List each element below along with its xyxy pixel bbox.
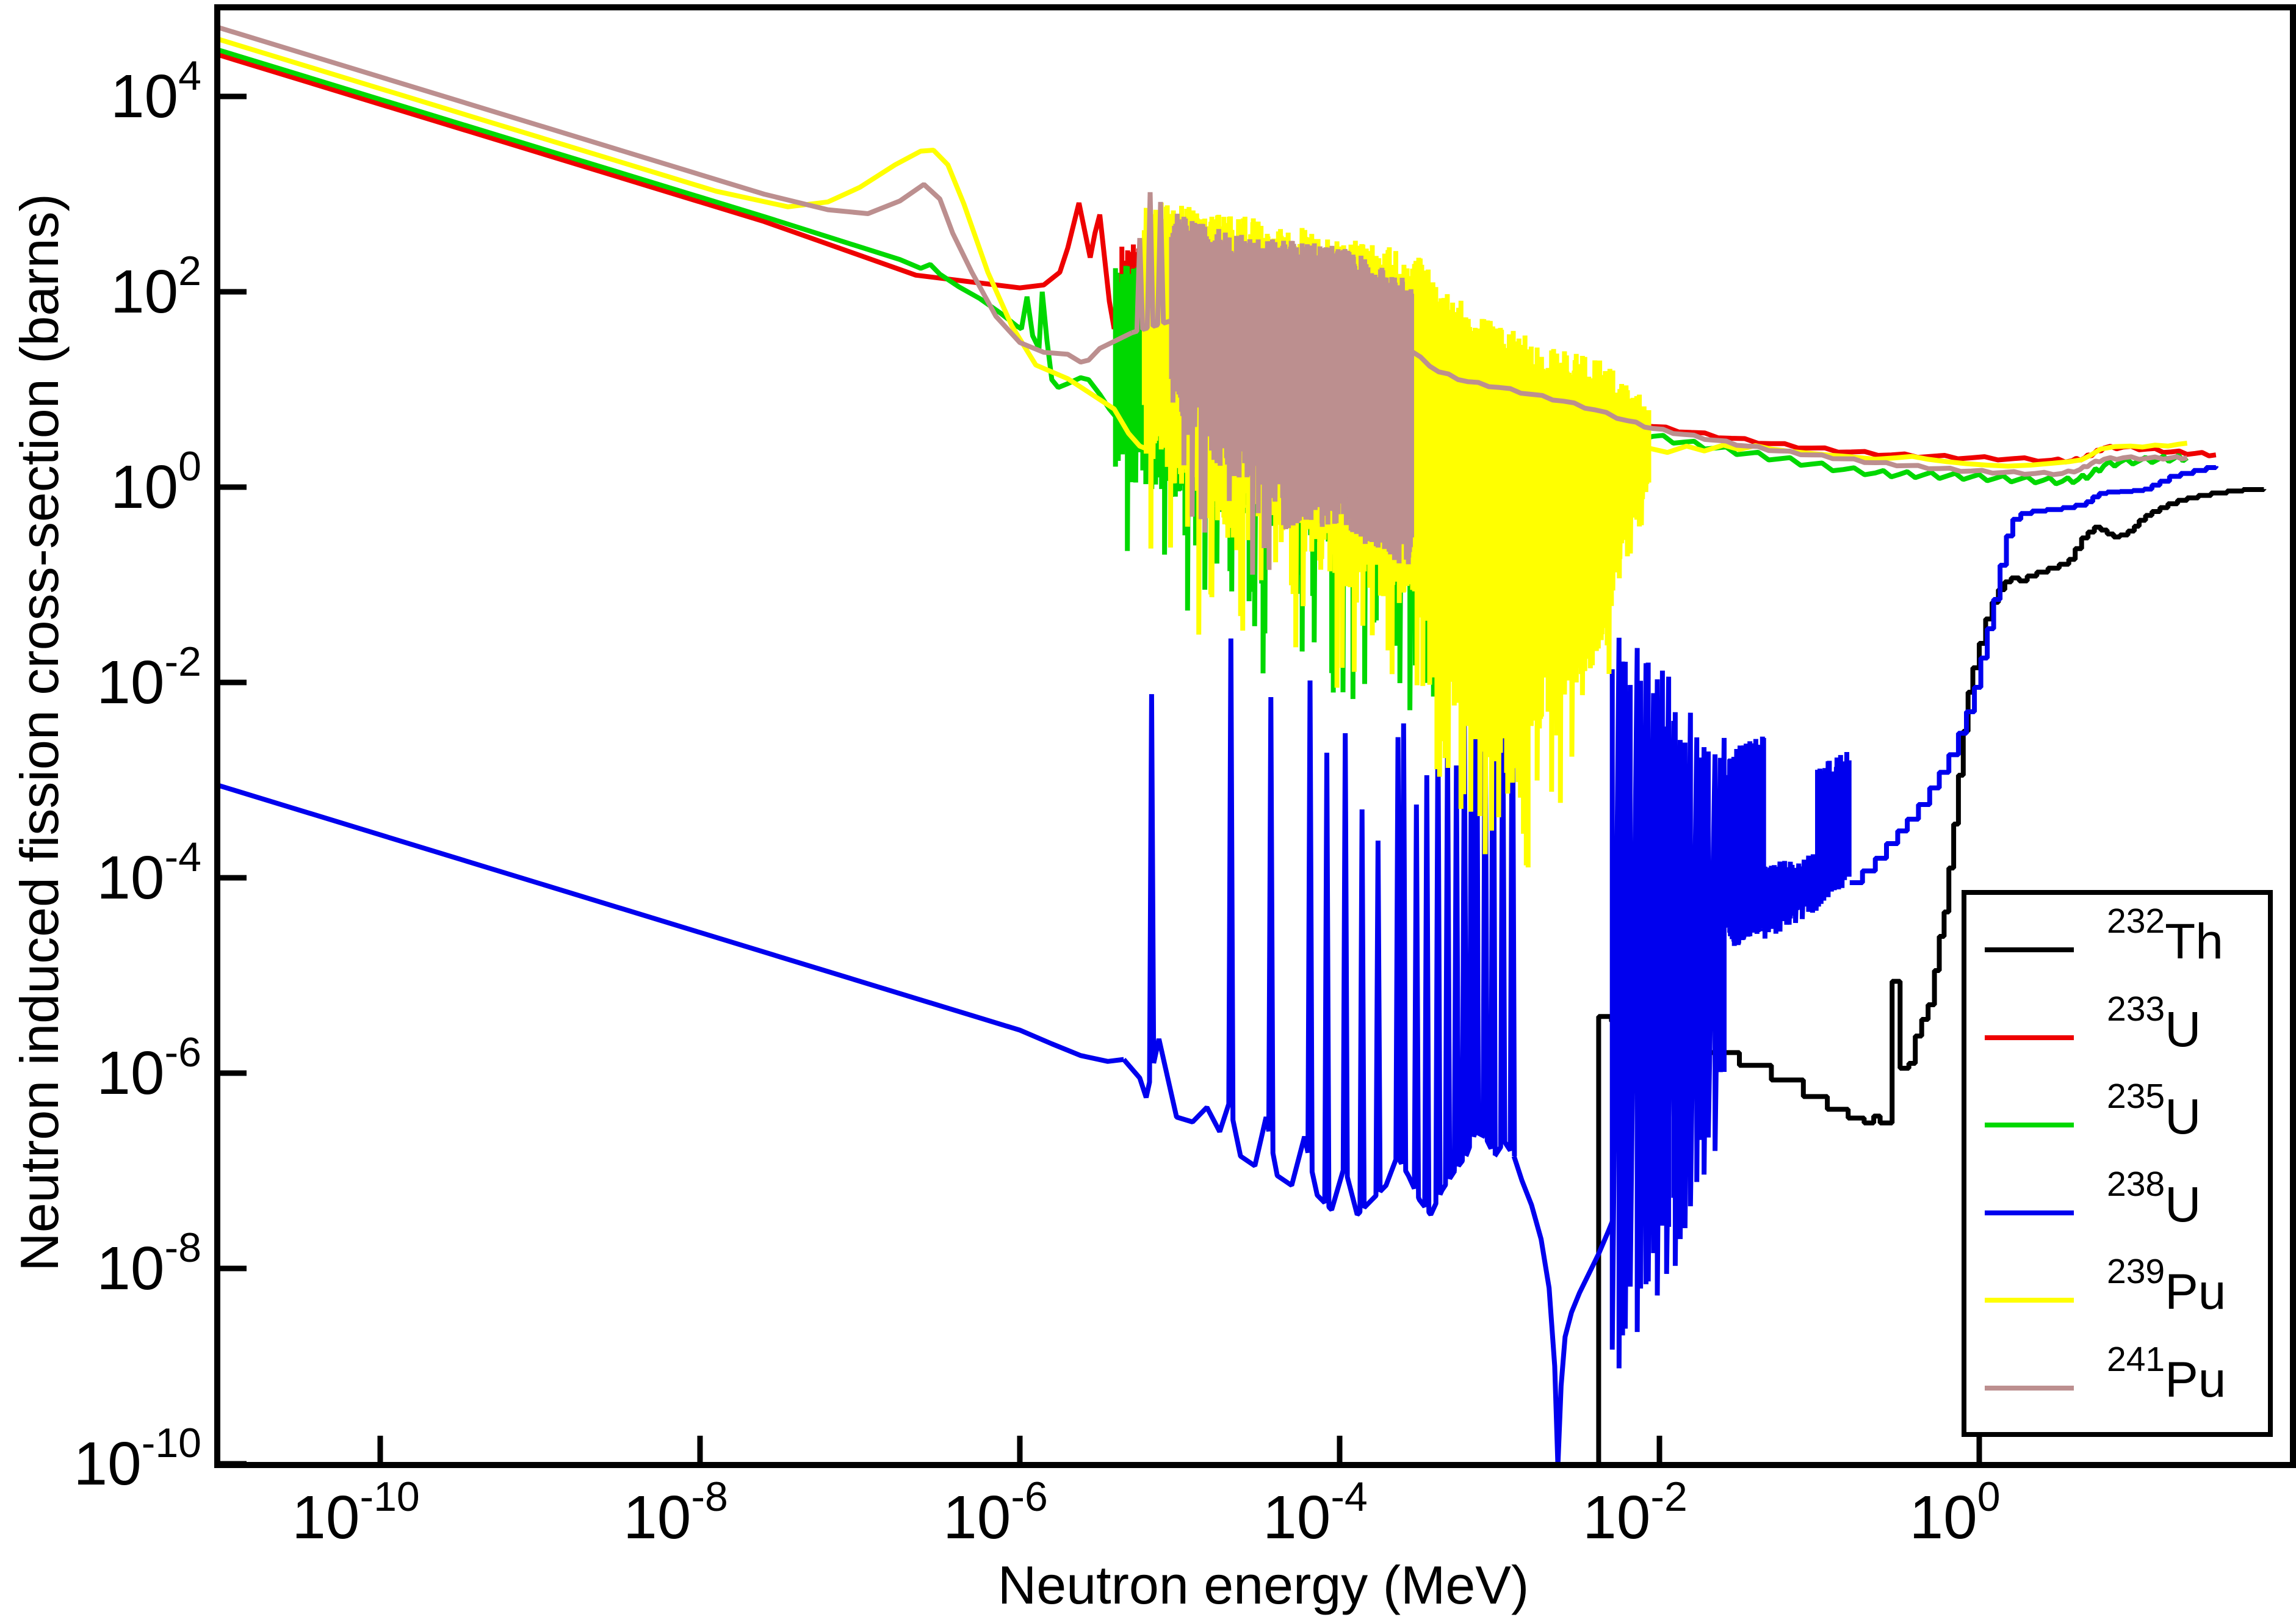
curve-segment-238U <box>218 783 1124 1064</box>
curve-segment-238U <box>1725 736 1766 946</box>
x-tick-label: 10-2 <box>1583 1474 1688 1552</box>
curve-segment-238U <box>1849 465 2218 885</box>
curve-segment-238U <box>1122 528 1517 1217</box>
curve-segment-241Pu <box>1217 232 1287 575</box>
x-tick-label: 10-4 <box>1263 1474 1368 1552</box>
y-tick-label: 102 <box>110 248 201 326</box>
curve-segment-238U <box>1609 637 1672 1369</box>
curve-segment-239Pu <box>1525 346 1614 803</box>
x-tick-label: 10-6 <box>943 1474 1048 1552</box>
curve-segment-241Pu <box>1131 192 1171 336</box>
y-axis: 104 102 100 10-2 10-4 10-6 10-8 10-10 Neutron in… <box>9 52 247 1498</box>
legend-item-241Pu: 241Pu <box>1985 1340 2226 1408</box>
y-tick-label: 10-4 <box>96 834 201 912</box>
legend-item-233U: 233U <box>1985 989 2201 1057</box>
curve-segment-239Pu <box>1429 287 1531 867</box>
plot-frame <box>214 4 2296 1468</box>
legend-box <box>1962 890 2273 1437</box>
x-tick-label: 10-8 <box>623 1474 728 1552</box>
y-axis-title: Neutron induced fission cross-section (b… <box>9 194 70 1272</box>
legend-label: 241Pu <box>2107 1340 2226 1408</box>
curve-segment-241Pu <box>1345 251 1414 565</box>
legend: 232Th 233U 235U 238U 239Pu 241Pu <box>1962 890 2273 1437</box>
legend-label: 232Th <box>2107 902 2223 969</box>
x-tick-label: 100 <box>1909 1474 2000 1552</box>
y-tick-label: 10-8 <box>96 1225 201 1303</box>
legend-label: 238U <box>2107 1165 2201 1232</box>
legend-item-235U: 235U <box>1985 1077 2201 1145</box>
curve-segment-241Pu <box>1281 241 1351 529</box>
curve-segment-239Pu <box>1608 370 1652 591</box>
curve-segment-238U <box>1815 751 1852 907</box>
curve-segment-238U <box>1511 1155 1616 1464</box>
legend-item-238U: 238U <box>1985 1165 2201 1232</box>
x-tick-label: 10-10 <box>292 1474 420 1552</box>
curve-segment-235U <box>218 47 1118 419</box>
legend-label: 239Pu <box>2107 1252 2226 1320</box>
legend-item-239Pu: 239Pu <box>1985 1252 2226 1320</box>
curve-segment-238U <box>1759 854 1821 939</box>
curve-segment-241Pu <box>218 24 1133 365</box>
x-axis-title: Neutron energy (MeV) <box>998 1555 1529 1615</box>
y-tick-label: 10-6 <box>96 1029 201 1107</box>
curve-241Pu <box>218 24 2188 575</box>
y-tick-label: 10-10 <box>73 1420 201 1498</box>
curve-segment-241Pu <box>1169 214 1223 533</box>
curve-segment-238U <box>1664 712 1727 1274</box>
curve-segment-239Pu <box>218 37 1146 450</box>
legend-label: 235U <box>2107 1077 2201 1145</box>
y-tick-label: 10-2 <box>96 638 201 717</box>
curve-segment-233U <box>218 52 1125 330</box>
legend-item-232Th: 232Th <box>1985 902 2223 969</box>
curves-layer <box>218 24 2267 1464</box>
y-tick-label: 100 <box>110 443 201 521</box>
curve-segment-235U <box>1563 424 2189 487</box>
x-axis: 10-10 10-8 10-6 10-4 10-2 100 Neutron energy (… <box>292 1436 2001 1615</box>
curve-segment-241Pu <box>1410 349 2188 477</box>
legend-label: 233U <box>2107 989 2201 1057</box>
curve-238U <box>218 465 2218 1464</box>
y-tick-label: 104 <box>110 52 201 131</box>
